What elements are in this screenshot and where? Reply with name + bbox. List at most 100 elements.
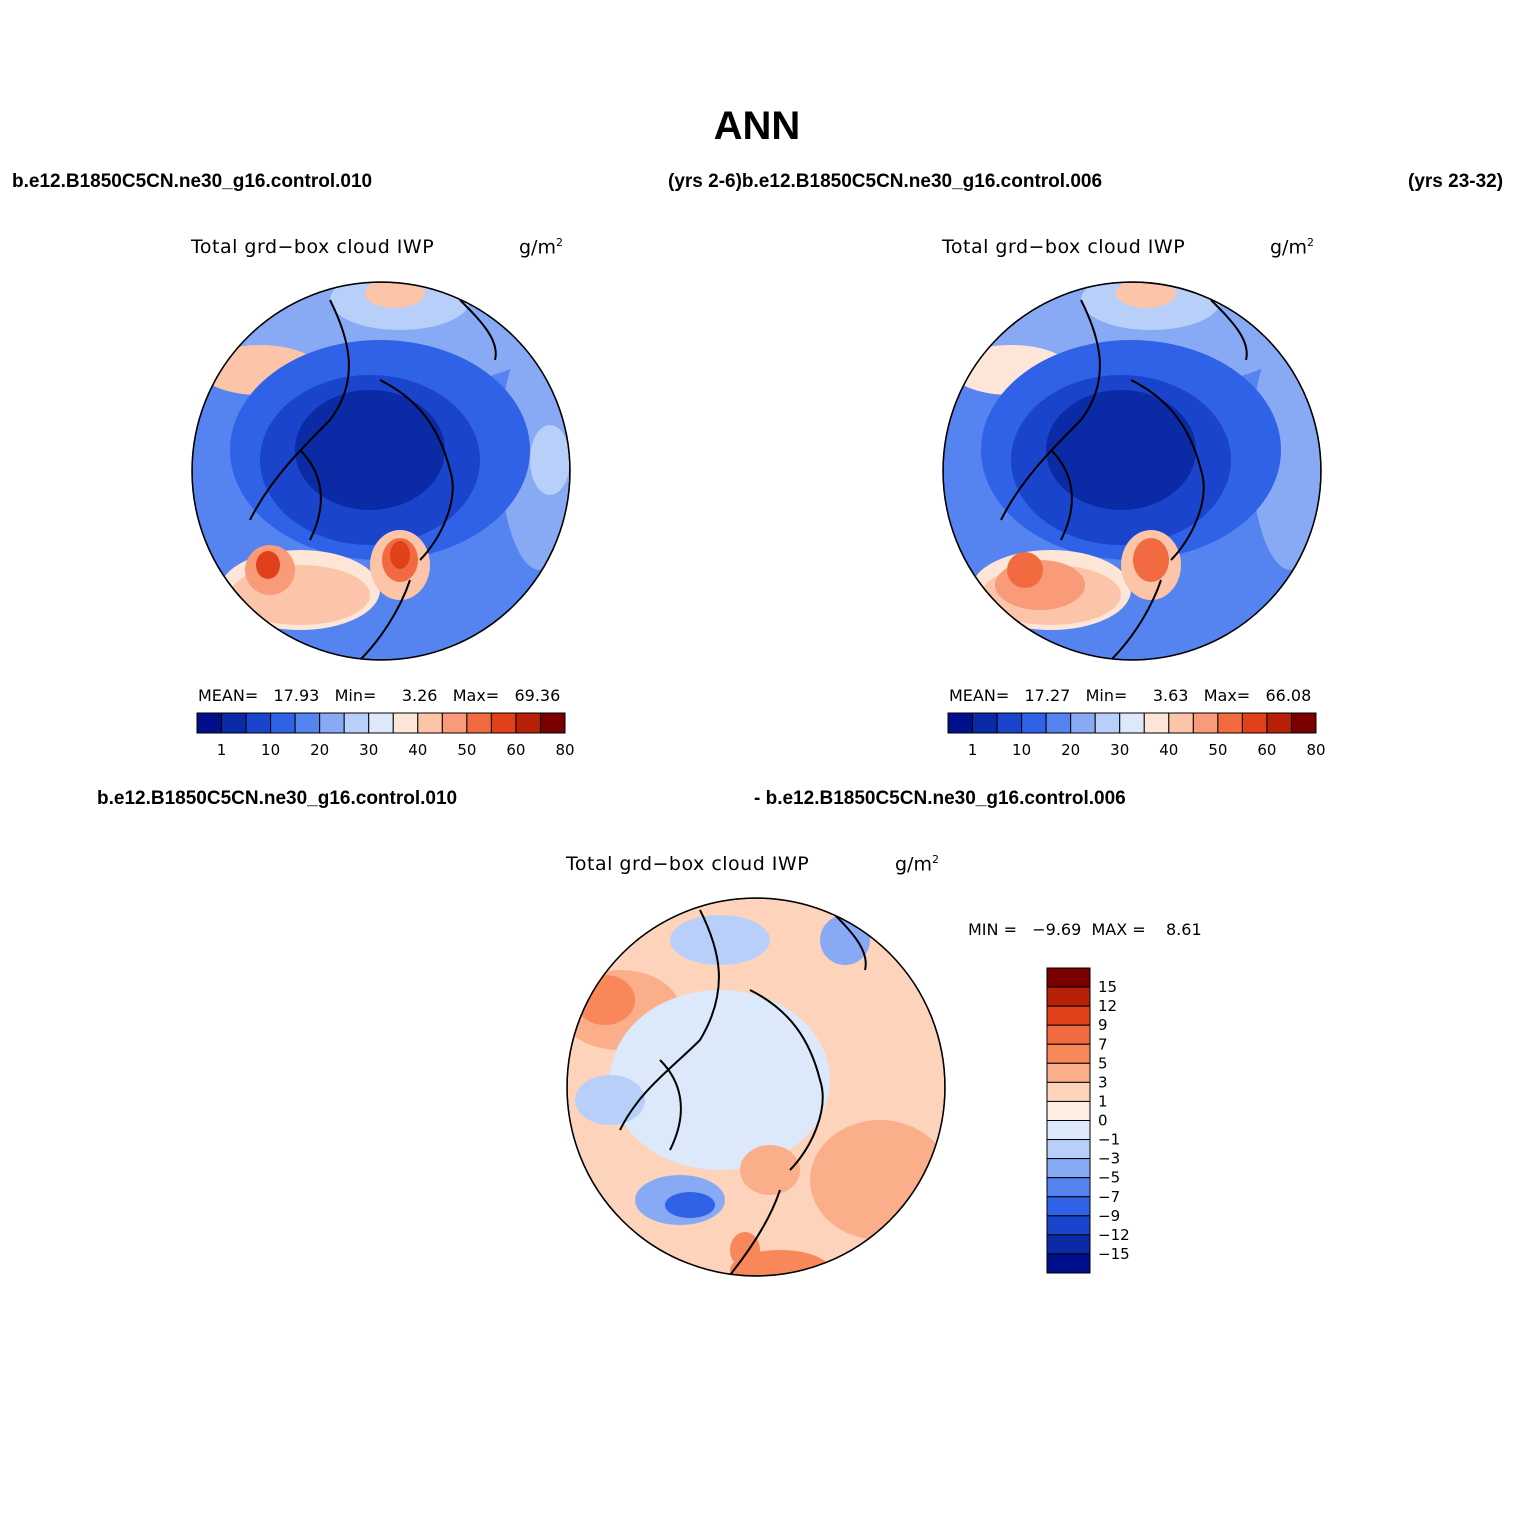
panel1-colorbar-swatch [294, 712, 321, 734]
panel2-colorbar-tick-label: 1 [968, 741, 978, 759]
panel1-colorbar-tick-label: 1 [217, 741, 227, 759]
diff-colorbar-swatch [1046, 1043, 1091, 1064]
panel2-colorbar-tick-label: 50 [1208, 741, 1227, 759]
case-name-left: b.e12.B1850C5CN.ne30_g16.control.010 [12, 171, 373, 192]
panel1-colorbar-tick-label: 30 [359, 741, 378, 759]
panel2-colorbar-swatch [972, 712, 998, 734]
panel2-map [943, 282, 1321, 660]
panel2-min-value: 3.63 [1152, 686, 1189, 705]
panel2-colorbar-tick-label: 20 [1061, 741, 1080, 759]
diff-colorbar-swatch [1046, 1158, 1091, 1179]
panel1-colorbar-tick-label: 10 [261, 741, 280, 759]
panel2-colorbar-swatch [1021, 712, 1047, 734]
diff-colorbar-tick-label: −7 [1098, 1188, 1120, 1206]
panel1-colorbar: 1 10 20 30 40 50 60 80 [196, 712, 575, 759]
diff-colorbar-tick-label: 9 [1098, 1016, 1108, 1034]
panel1-min-label: Min= [334, 686, 377, 705]
diff-colorbar-tick-label: 0 [1098, 1112, 1108, 1130]
panel1-map-border [191, 281, 571, 661]
panel2-colorbar-swatch [1290, 712, 1317, 734]
panel2-colorbar-swatch [1241, 712, 1268, 734]
panel2-max-label: Max= [1203, 686, 1251, 705]
panel1-colorbar-swatch [221, 712, 247, 734]
panel2-colorbar-tick-label: 60 [1257, 741, 1276, 759]
diff-title: Total grd−box cloud IWP [566, 853, 810, 875]
panel1-colorbar-swatch [343, 712, 370, 734]
panel1-units: g/m2 [519, 236, 563, 259]
panel2-stats: MEAN= 17.27 Min= 3.63 Max= 66.08 [949, 686, 1311, 705]
panel2-colorbar-swatch [1192, 712, 1219, 734]
diff-colorbar-swatch [1046, 1005, 1091, 1026]
diff-colorbar-tick-label: −15 [1098, 1245, 1130, 1263]
diff-case-right: - b.e12.B1850C5CN.ne30_g16.control.006 [754, 788, 1126, 809]
panel1-max-label: Max= [452, 686, 500, 705]
diff-map-border [566, 897, 946, 1277]
panel1-title: Total grd−box cloud IWP [191, 236, 435, 258]
panel1-map [192, 282, 570, 660]
panel2-colorbar-swatch [1217, 712, 1243, 734]
panel2-colorbar: 1 10 20 30 40 50 60 80 [947, 712, 1326, 759]
diff-colorbar-swatch [1046, 986, 1091, 1007]
panel1-min-value: 3.26 [401, 686, 438, 705]
diff-colorbar-swatch [1046, 1081, 1091, 1102]
diff-colorbar-swatch [1046, 967, 1091, 988]
case-name-middle: (yrs 2-6)b.e12.B1850C5CN.ne30_g16.contro… [668, 171, 1103, 192]
panel2-colorbar-swatch [947, 712, 974, 734]
panel1-mean-value: 17.93 [273, 686, 320, 705]
main-title: ANN [713, 104, 801, 148]
diff-case-left: b.e12.B1850C5CN.ne30_g16.control.010 [97, 788, 458, 809]
diff-colorbar-swatch [1046, 1196, 1091, 1217]
panel1-colorbar-tick-label: 50 [457, 741, 476, 759]
panel2-colorbar-swatch [1119, 712, 1145, 734]
panel2-colorbar-swatch [1168, 712, 1194, 734]
panel2-title: Total grd−box cloud IWP [942, 236, 1186, 258]
diff-colorbar-swatch [1046, 1100, 1091, 1121]
panel1-colorbar-swatch [392, 712, 419, 734]
panel2-colorbar-swatch [1143, 712, 1170, 734]
panel2-colorbar-tick-label: 80 [1306, 741, 1325, 759]
panel1-colorbar-swatch [441, 712, 468, 734]
panel1-colorbar-swatch [319, 712, 345, 734]
diff-colorbar-tick-label: −9 [1098, 1207, 1120, 1225]
panel2-colorbar-tick-label: 10 [1012, 741, 1031, 759]
panel2-colorbar-tick-label: 30 [1110, 741, 1129, 759]
panel1-mean-label: MEAN= [198, 686, 259, 705]
diff-colorbar-tick-label: 15 [1098, 978, 1117, 996]
panel2-colorbar-swatch [996, 712, 1023, 734]
panel1-colorbar-swatch [515, 712, 541, 734]
panel1-colorbar-swatch [368, 712, 394, 734]
panel1-colorbar-swatch [490, 712, 517, 734]
panel2-max-value: 66.08 [1265, 686, 1312, 705]
panel2-colorbar-swatch [1266, 712, 1292, 734]
panel2-min-label: Min= [1085, 686, 1128, 705]
diff-colorbar-swatch [1046, 1139, 1091, 1160]
diff-colorbar-tick-label: −1 [1098, 1131, 1120, 1149]
panel1-stats: MEAN= 17.93 Min= 3.26 Max= 69.36 [198, 686, 560, 705]
case-name-right: (yrs 23-32) [1408, 171, 1504, 192]
panel1-colorbar-tick-label: 20 [310, 741, 329, 759]
diff-colorbar-tick-label: 1 [1098, 1092, 1108, 1110]
panel1-colorbar-tick-label: 40 [408, 741, 427, 759]
diff-colorbar-tick-label: 7 [1098, 1035, 1108, 1053]
diff-colorbar-tick-label: −12 [1098, 1226, 1130, 1244]
panel2-map-border [942, 281, 1322, 661]
panel2-units: g/m2 [1270, 236, 1314, 259]
diff-colorbar-tick-label: −5 [1098, 1169, 1120, 1187]
diff-colorbar-tick-label: 12 [1098, 997, 1117, 1015]
diff-colorbar-swatch [1046, 1234, 1091, 1255]
diff-colorbar-tick-label: 3 [1098, 1073, 1108, 1091]
panel1-colorbar-swatch [417, 712, 443, 734]
diff-colorbar-swatch [1046, 1120, 1091, 1141]
panel2-mean-value: 17.27 [1024, 686, 1071, 705]
panel2-colorbar-swatch [1045, 712, 1072, 734]
diff-colorbar-tick-label: 5 [1098, 1054, 1108, 1072]
diff-colorbar-swatch [1046, 1215, 1091, 1236]
panel1-colorbar-swatch [245, 712, 272, 734]
panel1-colorbar-swatch [196, 712, 223, 734]
diff-colorbar-swatch [1046, 1024, 1091, 1045]
panel1-colorbar-swatch [539, 712, 566, 734]
panel1-colorbar-tick-label: 60 [506, 741, 525, 759]
diff-colorbar-swatch [1046, 1177, 1091, 1198]
